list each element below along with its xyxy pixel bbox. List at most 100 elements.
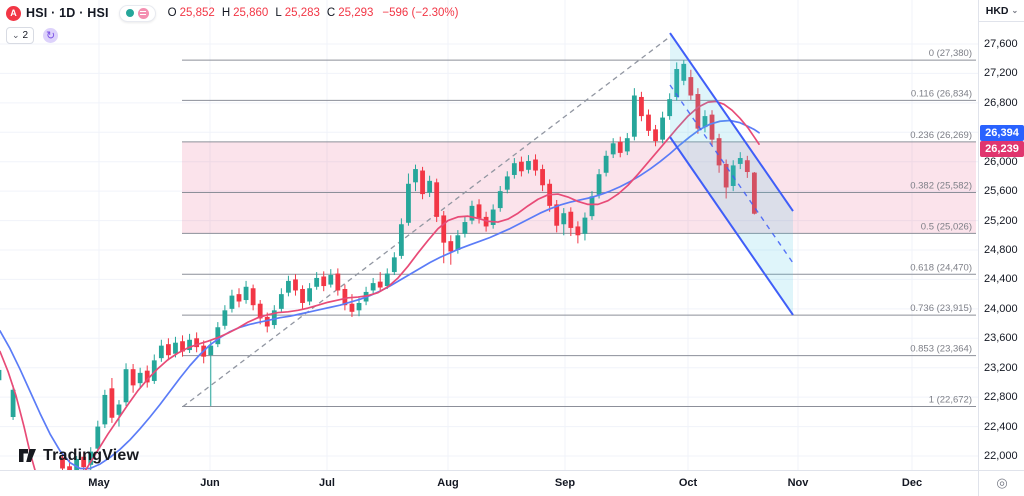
candle-down: [751, 172, 757, 214]
channel-median-line: [669, 84, 794, 264]
time-axis-label[interactable]: Oct: [678, 477, 698, 489]
candle-up: [631, 95, 637, 137]
chart-pane[interactable]: 0 (27,380) 0.116 (26,834) 0.236 (26,269) 0.…: [0, 0, 978, 470]
candle-up: [102, 394, 108, 425]
chevron-down-icon: ⌄: [1011, 6, 1019, 15]
target-icon[interactable]: ◎: [996, 475, 1008, 490]
fib-highlight-band: [182, 141, 976, 234]
tradingview-brand-text: TradingView: [43, 446, 140, 464]
high-value: 25,860: [233, 7, 269, 19]
ema-slow-price-badge: 26,394: [980, 124, 1024, 141]
candle-up: [504, 176, 510, 190]
candle-up: [596, 174, 602, 195]
candle-up: [406, 183, 411, 223]
candle-down: [349, 303, 355, 312]
fib-band: [182, 141, 976, 234]
candle-down: [476, 204, 482, 219]
candle-up: [674, 69, 680, 97]
sync-icon[interactable]: ↻: [43, 28, 59, 43]
candle-up: [384, 273, 390, 287]
candle-down: [81, 456, 87, 468]
candle-up: [427, 180, 433, 193]
time-axis-label[interactable]: Nov: [787, 477, 809, 489]
candle-down: [688, 77, 694, 96]
candle-down: [519, 161, 524, 172]
symbol-avatar-icon[interactable]: A: [6, 5, 21, 21]
candle-up: [681, 63, 687, 81]
candle-up: [737, 158, 743, 164]
time-axis-label[interactable]: Dec: [901, 477, 923, 489]
candle-up: [490, 209, 496, 225]
candle-down: [483, 216, 489, 227]
fib-level-label: 1 (22,672): [929, 395, 972, 406]
candle-up: [222, 310, 228, 326]
candle-down: [180, 341, 185, 352]
ema-equals-toggle-icon[interactable]: [137, 7, 149, 19]
fib-level-label: 0.116 (26,834): [911, 88, 972, 99]
candle-up: [123, 369, 129, 403]
candle-up: [455, 235, 461, 250]
time-axis-label[interactable]: Sep: [554, 477, 576, 489]
candle-up: [74, 458, 80, 470]
fib-level-label: 0.618 (24,470): [910, 262, 972, 273]
candle-up: [469, 205, 475, 221]
candle-down: [441, 215, 447, 243]
axis-settings-corner[interactable]: ◎: [978, 470, 1024, 496]
tradingview-logo-icon: [19, 449, 36, 462]
candle-up: [589, 196, 595, 217]
candle-down: [264, 316, 270, 327]
time-axis[interactable]: May Jun Jul Aug Sep Oct Nov Dec: [0, 470, 1024, 496]
price-tick-label: 22,000: [984, 450, 1018, 462]
price-axis[interactable]: HKD ⌄ 26,394 26,239 27,600 27,200 26,800 26…: [978, 0, 1024, 470]
currency-dropdown[interactable]: HKD ⌄: [979, 0, 1024, 22]
channel-lower-line: [669, 136, 794, 316]
candle-up: [10, 389, 16, 418]
candle-down: [321, 276, 327, 287]
candle-down: [716, 138, 722, 166]
candle-down: [342, 288, 348, 306]
candle-down: [554, 204, 560, 226]
candle-down: [575, 226, 581, 236]
candle-up: [307, 288, 312, 302]
price-tick-label: 25,200: [984, 214, 1018, 227]
candle-up: [370, 283, 376, 291]
chevron-down-icon: ⌄: [12, 30, 20, 40]
chart-canvas[interactable]: 0 (27,380) 0.116 (26,834) 0.236 (26,269) 0.…: [0, 0, 978, 470]
price-tick-label: 23,200: [984, 361, 1018, 374]
price-tick-label: 24,400: [984, 273, 1018, 286]
candle-up: [413, 169, 418, 183]
candle-down: [250, 288, 256, 306]
candle-down: [377, 281, 383, 288]
candle-up: [603, 155, 609, 173]
candle-up: [208, 345, 214, 356]
indicator-collapse-button[interactable]: ⌄ 2: [6, 27, 35, 44]
candle-up: [173, 342, 178, 354]
price-tick-label: 22,400: [984, 420, 1018, 433]
candle-down: [293, 279, 298, 291]
time-axis-label[interactable]: May: [88, 477, 110, 489]
ema-dot-toggle-icon[interactable]: [125, 9, 134, 17]
channel-upper-line: [669, 32, 794, 212]
price-tick-label: 22,800: [984, 391, 1018, 404]
symbol-title[interactable]: HSI · 1D · HSI: [26, 6, 109, 20]
candle-up: [702, 116, 708, 128]
time-axis-label[interactable]: Aug: [437, 477, 459, 489]
currency-label: HKD: [985, 4, 1009, 17]
time-axis-label[interactable]: Jun: [200, 477, 220, 489]
trendline-drawing: [182, 36, 671, 408]
fib-level-label: 0.382 (25,582): [910, 180, 972, 191]
candlesticks: [0, 60, 757, 470]
candle-up: [356, 302, 362, 311]
candle-down: [653, 129, 658, 142]
parallel-channel-drawing: [669, 32, 794, 316]
candle-down: [744, 160, 750, 173]
indicator-count: 2: [22, 30, 29, 41]
price-tick-label: 24,000: [984, 302, 1018, 315]
price-tick-label: 27,200: [984, 67, 1018, 80]
price-tick-label: 26,800: [984, 96, 1018, 109]
open-value: 25,852: [179, 7, 215, 19]
time-axis-label[interactable]: Jul: [319, 477, 335, 489]
candle-up: [286, 280, 291, 293]
candle-down: [109, 388, 115, 418]
close-label: C: [326, 7, 336, 19]
